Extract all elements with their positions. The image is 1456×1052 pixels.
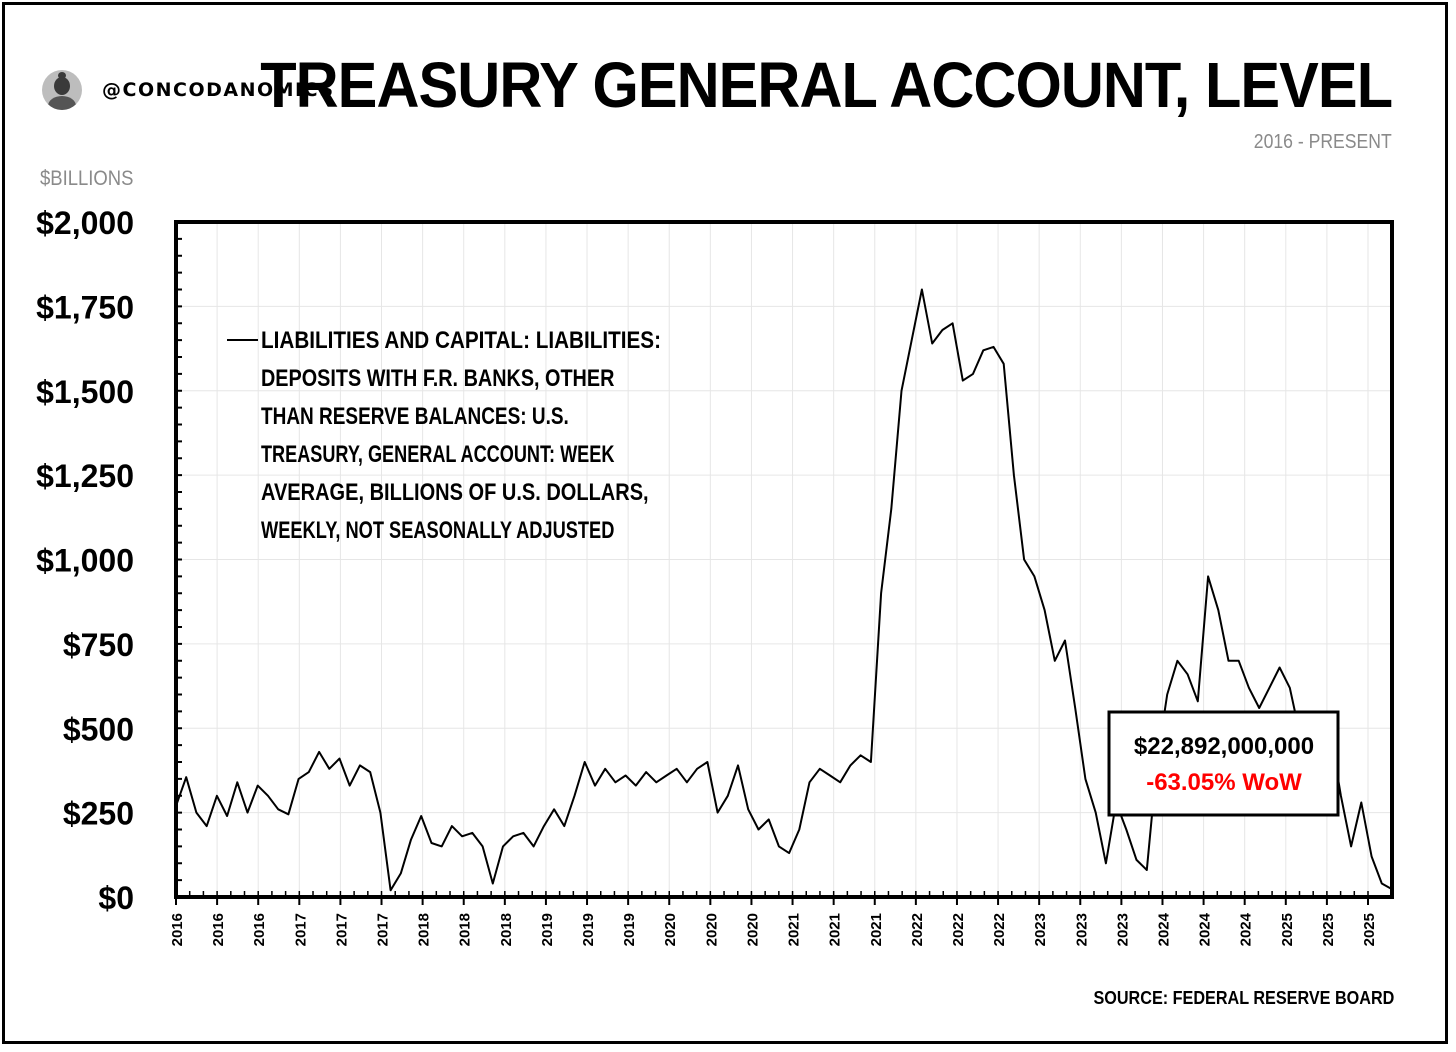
legend-label: LIABILITIES AND CAPITAL: LIABILITIES: DEP…	[261, 327, 661, 544]
latest-value-callout: $22,892,000,000 -63.05% WoW	[1107, 710, 1340, 817]
y-tick-label: $0	[98, 880, 134, 916]
legend: LIABILITIES AND CAPITAL: LIABILITIES: DEP…	[227, 327, 661, 544]
y-tick-label: $1,750	[36, 289, 134, 325]
x-tick-label: 2023	[1114, 913, 1131, 946]
legend-label-line: LIABILITIES AND CAPITAL: LIABILITIES:	[261, 327, 661, 354]
x-tick-label: 2016	[251, 913, 268, 946]
x-tick-label: 2019	[580, 913, 597, 946]
x-tick-label: 2018	[498, 913, 515, 946]
x-tick-label: 2024	[1238, 912, 1255, 946]
chart-title: TREASURY GENERAL ACCOUNT, LEVEL	[260, 49, 1393, 121]
x-tick-label: 2023	[1032, 913, 1049, 946]
x-tick-label: 2021	[827, 913, 844, 946]
y-tick-label: $500	[63, 711, 134, 747]
y-tick-label: $2,000	[36, 205, 134, 241]
legend-label-line: THAN RESERVE BALANCES: U.S.	[261, 403, 569, 430]
callout-value: $22,892,000,000	[1134, 733, 1314, 760]
legend-label-line: DEPOSITS WITH F.R. BANKS, OTHER	[261, 365, 614, 392]
x-tick-label: 2017	[333, 913, 350, 946]
x-tick-label: 2017	[375, 913, 392, 946]
avatar	[42, 70, 82, 110]
legend-label-line: AVERAGE, BILLIONS OF U.S. DOLLARS,	[261, 479, 649, 506]
x-tick-label: 2018	[457, 913, 474, 946]
y-tick-label: $250	[63, 796, 134, 832]
y-axis-ticks: $0 $250 $500 $750 $1,000 $1,250 $1,500 $1,750 $2…	[36, 205, 182, 916]
y-tick-label: $1,500	[36, 374, 134, 410]
x-tick-label: 2020	[662, 913, 679, 946]
x-tick-label: 2025	[1279, 913, 1296, 946]
x-tick-label: 2024	[1197, 912, 1214, 946]
author-handle: @CONCODANOMICS	[102, 79, 335, 101]
x-axis-ticks: 2016 2016 2016 2017 2017 2017 2018 2018 2018 2019…	[169, 891, 1378, 946]
author-badge: @CONCODANOMICS	[42, 70, 335, 110]
x-tick-label: 2021	[868, 913, 885, 946]
chart-subtitle: 2016 - PRESENT	[1254, 131, 1392, 153]
x-tick-label: 2019	[621, 913, 638, 946]
y-tick-label: $1,250	[36, 458, 134, 494]
x-tick-label: 2021	[786, 913, 803, 946]
x-tick-label: 2025	[1320, 913, 1337, 946]
plot-border	[174, 220, 1394, 899]
x-tick-label: 2024	[1155, 912, 1172, 946]
tga-series-line	[175, 288, 1393, 892]
x-tick-label: 2017	[292, 913, 309, 946]
callout-box	[1107, 710, 1340, 817]
y-tick-label: $750	[63, 627, 134, 663]
legend-label-line: WEEKLY, NOT SEASONALLY ADJUSTED	[261, 517, 614, 544]
x-tick-label: 2019	[539, 913, 556, 946]
x-tick-label: 2022	[950, 913, 967, 946]
source-note: SOURCE: FEDERAL RESERVE BOARD	[1093, 988, 1394, 1008]
x-tick-label: 2020	[703, 913, 720, 946]
legend-label-line: TREASURY, GENERAL ACCOUNT: WEEK	[261, 441, 615, 468]
x-tick-label: 2022	[991, 913, 1008, 946]
y-axis-unit: $BILLIONS	[40, 167, 134, 190]
x-tick-label: 2016	[210, 913, 227, 946]
x-tick-label: 2016	[169, 913, 186, 946]
x-tick-label: 2025	[1361, 913, 1378, 946]
x-tick-label: 2023	[1073, 913, 1090, 946]
x-tick-label: 2022	[909, 913, 926, 946]
y-tick-label: $1,000	[36, 543, 134, 579]
x-tick-label: 2020	[744, 913, 761, 946]
x-tick-label: 2018	[416, 913, 433, 946]
callout-change: -63.05% WoW	[1146, 769, 1302, 796]
